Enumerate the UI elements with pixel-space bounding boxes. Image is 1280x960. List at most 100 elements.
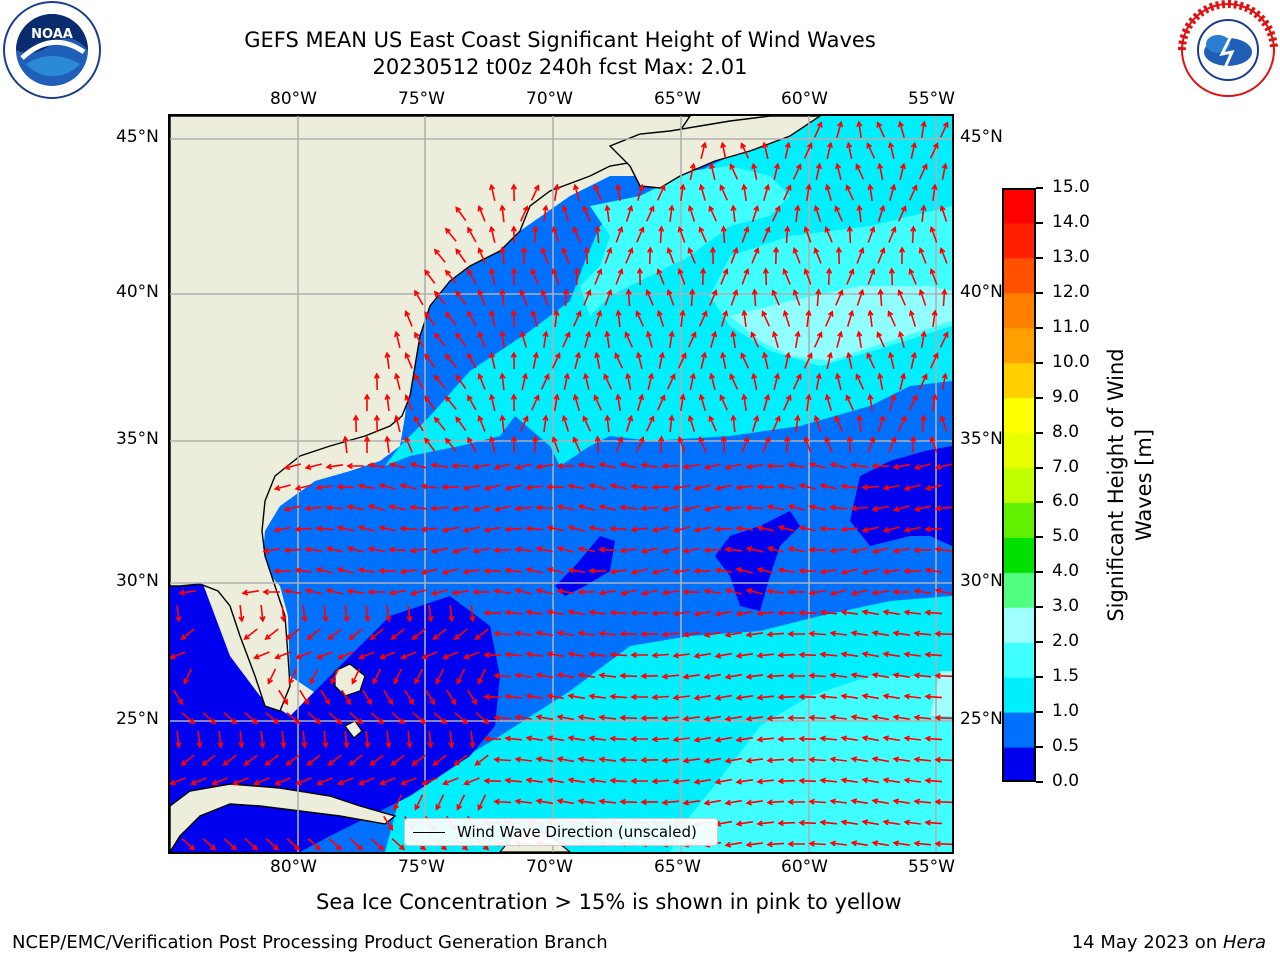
wave-direction-arrow xyxy=(719,184,729,201)
wave-direction-arrow xyxy=(709,372,716,390)
wave-direction-arrow xyxy=(656,184,666,201)
wave-direction-arrow xyxy=(934,588,952,595)
wave-direction-arrow xyxy=(309,668,319,685)
wave-direction-arrow xyxy=(939,331,949,348)
wave-direction-arrow xyxy=(348,628,363,641)
wave-direction-arrow xyxy=(514,588,532,595)
wave-direction-arrow xyxy=(661,631,680,638)
wave-direction-arrow xyxy=(910,435,917,454)
wave-direction-arrow xyxy=(244,712,259,725)
wave-direction-arrow xyxy=(280,605,287,623)
wave-direction-arrow xyxy=(630,609,648,617)
wave-direction-arrow xyxy=(604,288,613,306)
lon-label-bottom-65w: 65°W xyxy=(654,857,701,877)
wave-direction-arrow xyxy=(871,547,889,554)
wave-direction-arrow xyxy=(346,462,364,470)
wave-direction-arrow xyxy=(661,757,680,764)
wave-direction-arrow xyxy=(349,712,364,725)
wave-direction-arrow xyxy=(803,225,812,243)
wave-direction-arrow xyxy=(819,777,838,784)
wave-direction-arrow xyxy=(253,651,270,660)
wave-direction-arrow xyxy=(777,652,796,659)
wave-direction-arrow xyxy=(433,416,446,431)
wave-direction-arrow xyxy=(666,288,675,306)
wave-direction-arrow xyxy=(661,462,680,470)
wave-direction-arrow xyxy=(546,525,564,532)
wave-direction-arrow xyxy=(766,841,785,848)
wave-direction-arrow xyxy=(456,668,466,685)
map-panel[interactable] xyxy=(168,114,954,854)
wave-direction-arrow xyxy=(433,248,446,263)
wave-direction-arrow xyxy=(615,393,622,412)
wave-direction-arrow xyxy=(328,712,343,725)
wave-direction-arrow xyxy=(892,547,911,554)
wave-direction-arrow xyxy=(630,777,648,785)
wave-direction-arrow xyxy=(850,756,869,763)
wave-direction-arrow xyxy=(384,393,391,412)
wave-direction-arrow xyxy=(504,526,523,533)
wave-direction-arrow xyxy=(532,225,539,244)
wave-direction-arrow xyxy=(337,651,354,660)
wave-direction-arrow xyxy=(406,730,413,749)
wave-direction-arrow xyxy=(469,730,476,749)
colorbar-tick-mark xyxy=(1036,781,1043,783)
wave-direction-arrow xyxy=(427,605,434,623)
wave-direction-arrow xyxy=(882,651,901,658)
wave-direction-arrow xyxy=(412,712,427,725)
wave-direction-arrow xyxy=(453,628,468,641)
wave-direction-arrow xyxy=(346,588,365,595)
wave-direction-arrow xyxy=(399,568,418,575)
wave-direction-arrow xyxy=(934,714,952,721)
wave-direction-arrow xyxy=(813,331,823,348)
wave-direction-arrow xyxy=(924,777,943,784)
wave-direction-arrow xyxy=(640,799,659,806)
land-maritimes xyxy=(608,116,822,189)
wave-direction-arrow xyxy=(693,694,712,701)
wave-direction-arrow xyxy=(724,463,742,470)
wave-direction-arrow xyxy=(892,840,911,847)
wave-direction-arrow xyxy=(892,714,911,721)
wave-direction-arrow xyxy=(202,712,217,725)
wave-direction-arrow xyxy=(525,609,544,616)
wave-direction-arrow xyxy=(682,463,701,470)
wave-direction-arrow xyxy=(792,288,801,306)
wave-direction-arrow xyxy=(636,436,645,453)
wave-direction-arrow xyxy=(794,204,801,222)
wave-direction-arrow xyxy=(530,394,540,411)
wave-direction-arrow xyxy=(444,395,457,410)
wave-direction-arrow xyxy=(787,672,805,680)
wave-direction-arrow xyxy=(472,588,491,596)
wave-direction-arrow xyxy=(805,183,812,202)
wave-direction-arrow xyxy=(882,777,901,784)
wave-direction-arrow xyxy=(903,777,922,784)
wave-direction-arrow xyxy=(322,605,329,623)
wave-direction-arrow xyxy=(304,463,322,470)
wave-direction-arrow xyxy=(467,394,477,411)
wave-direction-arrow xyxy=(798,735,817,742)
wave-direction-arrow xyxy=(530,268,539,285)
wave-direction-arrow xyxy=(703,547,722,554)
wave-direction-arrow xyxy=(637,393,645,411)
wave-direction-arrow xyxy=(346,504,364,511)
wave-direction-arrow xyxy=(756,652,775,659)
wave-direction-arrow xyxy=(829,547,848,554)
colorbar-tick-label: 7.0 xyxy=(1052,456,1080,477)
ocean-0.0-0.5-bahamas xyxy=(170,576,500,852)
wave-direction-arrow xyxy=(850,798,869,805)
wave-direction-arrow xyxy=(598,714,617,721)
colorbar-label-line2: Waves [m] xyxy=(1132,428,1156,542)
wave-direction-arrow xyxy=(424,395,436,410)
wave-direction-arrow xyxy=(201,754,216,766)
wave-direction-arrow xyxy=(672,526,690,533)
wave-direction-arrow xyxy=(645,330,653,348)
colorbar-tick-label: 14.0 xyxy=(1052,211,1090,232)
wave-direction-arrow xyxy=(444,437,457,452)
wave-direction-arrow xyxy=(379,777,396,786)
wave-direction-arrow xyxy=(594,351,601,369)
wave-direction-arrow xyxy=(661,589,680,596)
wave-direction-arrow xyxy=(730,414,737,433)
wave-direction-arrow xyxy=(427,730,434,749)
wave-direction-arrow xyxy=(630,735,648,743)
wave-direction-arrow xyxy=(504,735,523,742)
wave-direction-arrow xyxy=(740,352,750,369)
